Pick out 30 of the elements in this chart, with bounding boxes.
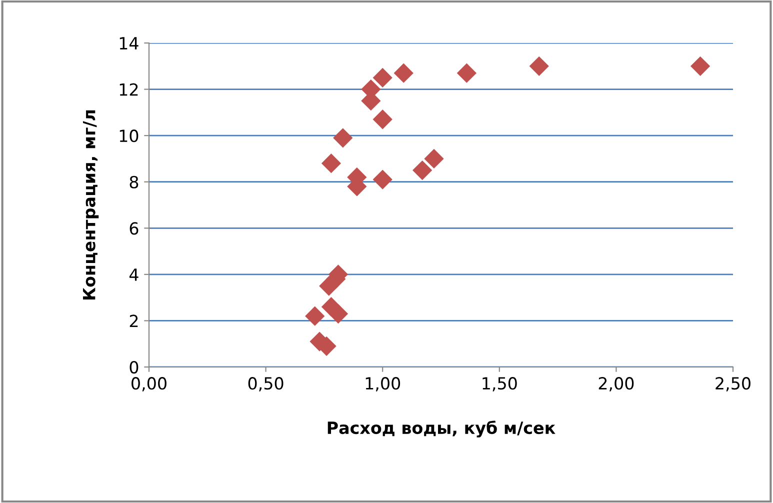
- point: [319, 276, 338, 296]
- x-tick-label: 2,00: [598, 377, 634, 392]
- point: [373, 170, 392, 190]
- y-tick-label: 6: [130, 222, 138, 235]
- x-tick-label: 0,00: [132, 377, 166, 392]
- y-axis-title: Концентрация, мг/л: [83, 110, 99, 300]
- y-tick-label: 8: [130, 176, 138, 188]
- y-tick-label: 4: [129, 268, 138, 281]
- x-axis-title: Расход воды, куб м/сек: [328, 420, 556, 438]
- point: [333, 128, 352, 148]
- y-tick-label: 0: [130, 360, 138, 374]
- point: [424, 149, 444, 168]
- y-tick-label: 12: [120, 83, 138, 96]
- point: [690, 56, 710, 76]
- x-tick-label: 0,50: [248, 377, 284, 392]
- point: [530, 56, 549, 76]
- point: [305, 306, 324, 326]
- x-tick-label: 1,00: [366, 377, 400, 392]
- y-tick-label: 14: [120, 37, 138, 50]
- x-tick-label: 2,50: [716, 377, 750, 392]
- x-tick-label: 1,50: [482, 377, 517, 392]
- point: [373, 68, 392, 88]
- y-tick-label: 2: [130, 314, 138, 328]
- point: [457, 64, 476, 83]
- y-tick-label: 10: [120, 130, 138, 142]
- point: [394, 64, 414, 83]
- point: [322, 154, 341, 173]
- point: [373, 110, 392, 129]
- point: [412, 160, 432, 180]
- point: [328, 304, 348, 324]
